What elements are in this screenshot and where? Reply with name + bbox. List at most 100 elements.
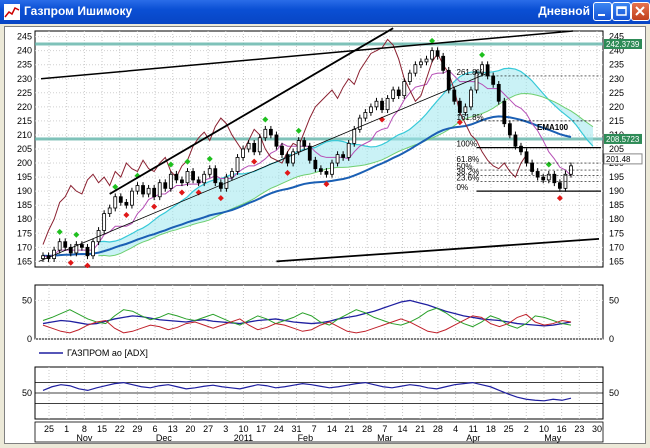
- adx-legend-label: ГАЗПРОМ ао [ADX]: [67, 348, 148, 358]
- candle-body: [446, 69, 451, 91]
- x-day-label: 22: [115, 424, 125, 434]
- y-tick-label-right: 215: [609, 116, 624, 126]
- candle-body: [313, 159, 318, 170]
- y-tick-label-left: 240: [17, 46, 32, 56]
- title-bar[interactable]: Газпром Ишимоку Дневной: [0, 0, 650, 24]
- candle-body: [185, 171, 190, 184]
- x-day-label: 2: [524, 424, 529, 434]
- x-axis-strip: [34, 421, 604, 443]
- y-tick-label-left: 220: [17, 102, 32, 112]
- minimize-button[interactable]: [593, 2, 612, 21]
- x-day-label: 27: [203, 424, 213, 434]
- candle-body: [135, 185, 140, 192]
- x-day-label: 7: [312, 424, 317, 434]
- price-tag-label: 242.3739: [606, 40, 640, 49]
- price-tag-box: [604, 38, 642, 49]
- horizontal-level-line: [35, 42, 603, 46]
- candle-body: [113, 196, 118, 209]
- adx-tick-left: 50: [22, 295, 32, 305]
- horizontal-level-line: [35, 137, 603, 141]
- minimize-icon: [598, 14, 605, 16]
- trend-line-thin: [38, 72, 488, 262]
- x-day-label: 10: [539, 424, 549, 434]
- candle-body: [91, 241, 95, 257]
- close-icon: [635, 6, 645, 16]
- fractal-up-marker: [112, 183, 119, 190]
- candle-body: [274, 134, 279, 147]
- candle-body: [524, 151, 529, 164]
- x-month-label: Apr: [466, 433, 480, 443]
- ichimoku-cloud: [98, 68, 594, 257]
- candle-body: [318, 168, 323, 172]
- candle-body: [419, 61, 423, 66]
- candle-body: [457, 100, 462, 113]
- candle-body: [352, 128, 357, 144]
- candle-body: [535, 171, 540, 178]
- candle-body: [68, 246, 73, 254]
- y-tick-label-right: 230: [609, 74, 624, 84]
- candle-body: [302, 140, 307, 147]
- candle-body: [346, 142, 351, 158]
- kijun-line: [42, 69, 572, 258]
- x-day-label: 18: [486, 424, 496, 434]
- adx-tick-right: 50: [609, 295, 619, 305]
- candle-body: [307, 145, 312, 161]
- x-day-label: 31: [291, 424, 301, 434]
- y-tick-label-left: 235: [17, 60, 32, 70]
- candle-body: [213, 168, 218, 184]
- rsi-series-line: [42, 381, 572, 402]
- candle-body: [252, 142, 257, 153]
- candle-body: [391, 89, 396, 99]
- x-month-label: Dec: [156, 433, 173, 443]
- y-tick-label-right: 185: [609, 200, 624, 210]
- fib-level-label: 0%: [457, 183, 469, 192]
- y-tick-label-right: 190: [609, 186, 624, 196]
- price-tag-box: [603, 153, 643, 165]
- candle-body: [435, 50, 440, 57]
- candle-body: [407, 72, 412, 82]
- fractal-down-marker: [84, 262, 91, 269]
- y-tick-label-left: 200: [17, 158, 32, 168]
- candle-body: [246, 142, 251, 150]
- candle-body: [163, 182, 168, 189]
- candle-body: [441, 55, 446, 71]
- x-day-label: 20: [185, 424, 195, 434]
- candle-body: [374, 100, 379, 108]
- x-day-label: 14: [398, 424, 408, 434]
- adx-tick-left: 0: [27, 334, 32, 344]
- trend-line-lower: [276, 238, 600, 263]
- candle-body: [491, 75, 496, 85]
- maximize-button[interactable]: [612, 2, 631, 21]
- panel-separator: [5, 268, 645, 282]
- candle-body: [557, 182, 562, 189]
- x-day-label: 6: [153, 424, 158, 434]
- close-button[interactable]: [631, 2, 650, 21]
- candle-body: [330, 162, 334, 175]
- candle-body: [63, 241, 68, 248]
- y-tick-label-left: 245: [17, 32, 32, 42]
- candle-body: [496, 83, 501, 102]
- fractal-down-marker: [556, 195, 563, 202]
- x-month-label: May: [544, 433, 562, 443]
- fib-level-label: 61.8%: [457, 155, 480, 164]
- x-day-label: 8: [82, 424, 87, 434]
- ema100-line: [42, 115, 572, 257]
- candle-body: [541, 176, 546, 181]
- candle-body: [396, 89, 401, 97]
- chart-area[interactable]: 165 165 170 170 175 175 180 180 185 185 190 190 195 1…: [4, 26, 646, 444]
- fib-level-label: 100%: [457, 140, 477, 149]
- price-tag-label: 208.5723: [606, 135, 640, 144]
- fractal-down-marker: [217, 195, 224, 202]
- candle-body: [85, 246, 90, 257]
- y-tick-label-right: 245: [609, 32, 624, 42]
- candle-body: [168, 173, 173, 189]
- fractal-up-marker: [206, 155, 213, 162]
- x-day-label: 13: [168, 424, 178, 434]
- adx-series-line: [42, 307, 572, 329]
- x-day-label: 21: [415, 424, 425, 434]
- candle-body: [230, 171, 234, 178]
- candle-body: [546, 173, 551, 181]
- candle-body: [157, 182, 162, 198]
- candle-body: [118, 196, 123, 203]
